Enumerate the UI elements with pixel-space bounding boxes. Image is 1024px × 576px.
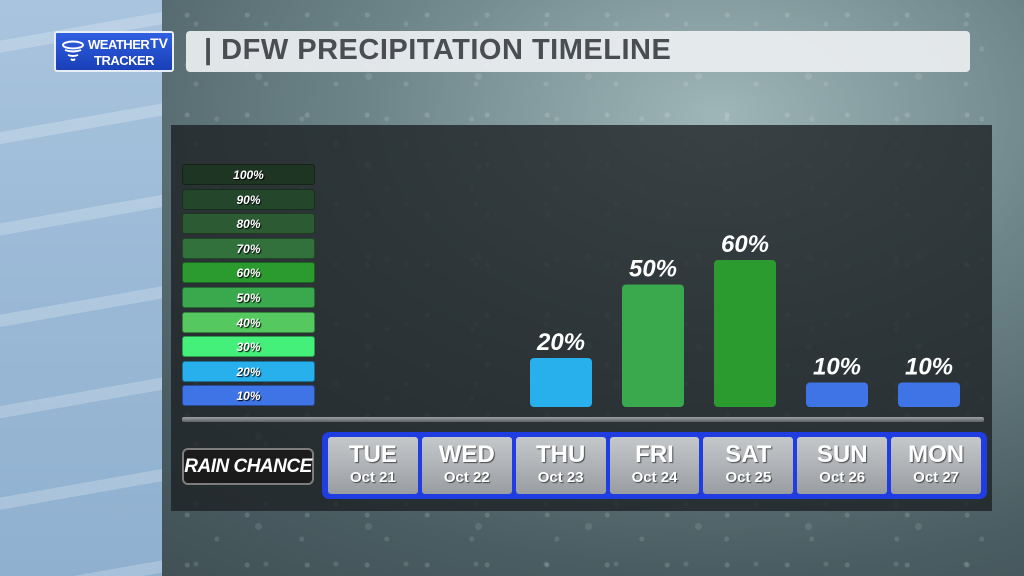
day-date: Oct 24 xyxy=(631,469,678,486)
legend-item: 70% xyxy=(182,237,315,259)
bar-value-label: 20% xyxy=(536,329,585,356)
bar xyxy=(622,284,684,407)
bar xyxy=(714,260,776,407)
day-strip: TUE Oct 21 WED Oct 22 THU Oct 23 FRI Oct 24 SAT O… xyxy=(322,432,987,499)
bar-value-label: 60% xyxy=(721,231,769,258)
page-title: | DFW PRECIPITATION TIMELINE xyxy=(204,34,672,66)
day-tile: WED Oct 22 xyxy=(421,437,512,494)
day-tile: THU Oct 23 xyxy=(515,437,606,494)
legend-item: 10% xyxy=(182,385,315,407)
bar-value-label: 50% xyxy=(629,256,677,283)
day-date: Oct 27 xyxy=(913,469,960,486)
title-bar: | DFW PRECIPITATION TIMELINE xyxy=(186,31,970,72)
day-name: THU xyxy=(535,441,586,468)
day-name: FRI xyxy=(635,441,674,468)
day-date: Oct 26 xyxy=(819,469,866,486)
legend-item: 100% xyxy=(182,164,315,185)
legend-item: 50% xyxy=(182,286,315,308)
day-date: Oct 21 xyxy=(350,469,396,486)
day-date: Oct 23 xyxy=(537,469,584,486)
bar-value-label: 10% xyxy=(813,354,861,381)
day-date: Oct 25 xyxy=(725,469,772,486)
side-banner-graphic xyxy=(0,0,162,576)
tornado-icon xyxy=(62,40,84,61)
day-name: TUE xyxy=(348,441,397,468)
legend-item: 30% xyxy=(182,336,315,358)
bar-value-label: 10% xyxy=(905,354,953,381)
day-name: MON xyxy=(908,441,965,468)
rain-chance-label: RAIN CHANCE xyxy=(182,448,314,485)
day-name: SUN xyxy=(816,441,868,468)
day-name: WED xyxy=(438,441,495,468)
day-tile: SUN Oct 26 xyxy=(797,437,888,494)
bar xyxy=(898,382,960,407)
logo-text-weather: WEATHER xyxy=(88,37,150,52)
day-tile: FRI Oct 24 xyxy=(609,437,700,494)
legend-item: 40% xyxy=(182,311,315,333)
chart-baseline xyxy=(182,417,984,422)
day-tile: SAT Oct 25 xyxy=(703,437,794,494)
day-tile: TUE Oct 21 xyxy=(328,437,418,494)
legend-item: 80% xyxy=(182,213,315,235)
legend-item: 90% xyxy=(182,188,315,210)
legend-item: 60% xyxy=(182,262,315,284)
day-tile: MON Oct 27 xyxy=(891,437,982,494)
bar xyxy=(806,382,868,407)
logo-text-tracker: TRACKER xyxy=(94,53,155,68)
weather-tracker-logo: WEATHER TRACKER TV xyxy=(54,31,174,72)
bar xyxy=(530,358,592,407)
logo-text-tv: TV xyxy=(150,35,168,51)
color-legend: 100% 90% 80% 70% 60% 50% 40% 30% 20% 10% xyxy=(182,164,315,410)
day-name: SAT xyxy=(725,441,772,468)
legend-item: 20% xyxy=(182,360,315,382)
day-date: Oct 22 xyxy=(443,469,490,486)
